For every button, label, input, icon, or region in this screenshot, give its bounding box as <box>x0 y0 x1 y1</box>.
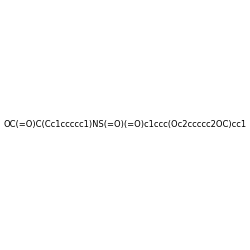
Text: OC(=O)C(Cc1ccccc1)NS(=O)(=O)c1ccc(Oc2ccccc2OC)cc1: OC(=O)C(Cc1ccccc1)NS(=O)(=O)c1ccc(Oc2ccc… <box>4 120 246 130</box>
